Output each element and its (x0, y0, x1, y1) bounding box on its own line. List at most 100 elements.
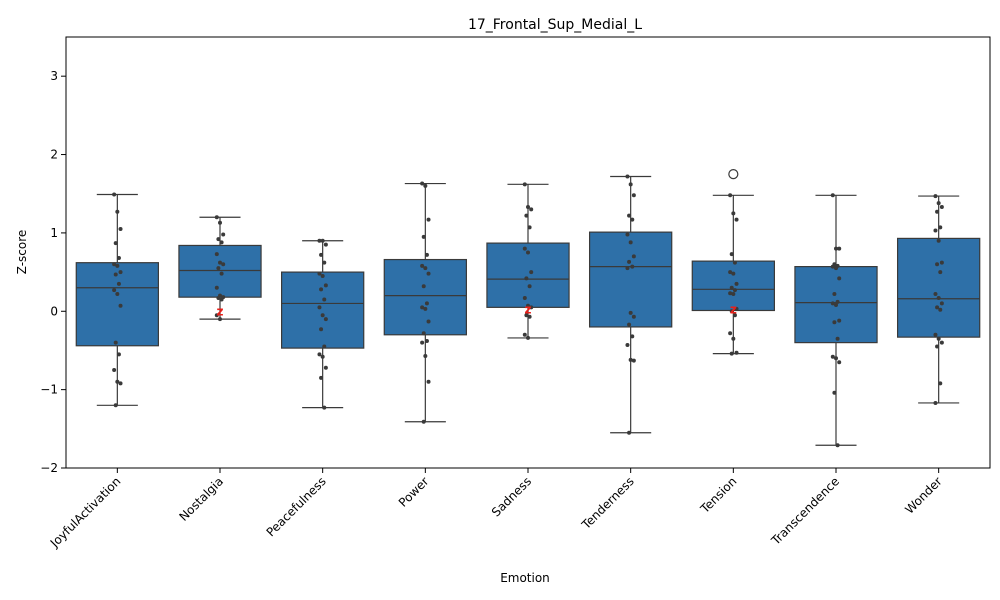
data-point (216, 237, 221, 242)
data-point (734, 306, 739, 311)
box-group-joyfulactivation (75, 192, 160, 408)
data-point (628, 240, 633, 245)
data-point (323, 242, 328, 247)
box-group-tension (691, 169, 775, 356)
data-point (426, 271, 431, 276)
data-point (522, 246, 527, 251)
outlier-marker (728, 169, 739, 180)
data-point (933, 194, 938, 199)
data-point (527, 284, 532, 289)
data-point (837, 246, 842, 251)
data-point (319, 375, 324, 380)
data-point (320, 313, 325, 318)
chart-title: 17_Frontal_Sup_Medial_L (468, 17, 642, 33)
x-axis-label: Emotion (500, 571, 550, 585)
data-point (116, 352, 121, 357)
data-point (834, 246, 838, 251)
data-point (625, 232, 630, 237)
data-point (219, 297, 224, 302)
data-point (728, 270, 733, 275)
data-point (322, 344, 327, 349)
data-point (732, 288, 737, 293)
y-axis-label: Z-score (15, 230, 29, 275)
data-point (112, 288, 117, 293)
data-point (734, 350, 739, 355)
data-point (935, 262, 940, 267)
data-point (731, 211, 736, 216)
data-point (426, 379, 431, 384)
box-group-nostalgia (178, 215, 262, 322)
data-point (933, 292, 938, 297)
data-point (628, 182, 633, 187)
data-point (627, 259, 632, 264)
data-point (936, 336, 941, 341)
y-axis: −2 −1 0 1 2 3 (40, 69, 66, 475)
data-point (421, 284, 426, 289)
data-point (424, 252, 429, 257)
data-point (527, 225, 532, 230)
data-point (627, 322, 632, 327)
data-point (731, 271, 736, 276)
data-point (832, 390, 837, 395)
data-point (529, 270, 534, 275)
data-point (939, 205, 944, 210)
data-point (631, 358, 636, 363)
data-point (115, 209, 120, 214)
y-tick-label: −2 (40, 461, 58, 475)
data-point (526, 205, 530, 210)
data-point (835, 299, 840, 304)
box-iqr (75, 262, 160, 347)
data-point (832, 292, 837, 297)
data-point (526, 250, 530, 255)
data-point (320, 354, 325, 359)
data-point (113, 340, 118, 345)
data-point (424, 339, 429, 344)
data-point (420, 263, 425, 268)
box-iqr (178, 244, 262, 298)
data-point (529, 207, 534, 212)
data-point (729, 351, 734, 356)
data-point (524, 276, 529, 281)
data-point (837, 360, 842, 365)
data-point (319, 327, 324, 332)
data-point (936, 238, 941, 243)
data-point (118, 226, 123, 231)
data-point (118, 270, 123, 275)
data-point (936, 201, 941, 206)
y-tick-label: 3 (50, 69, 58, 83)
data-point (317, 238, 322, 243)
data-point (939, 301, 944, 306)
data-point (113, 241, 118, 246)
data-point (219, 271, 224, 276)
data-point (214, 285, 219, 290)
data-point (830, 193, 835, 198)
data-point (935, 209, 940, 214)
data-point (834, 266, 838, 271)
data-point (420, 305, 425, 310)
box-group-peacefulness (281, 238, 365, 410)
annotation-marker: z (525, 303, 532, 317)
data-point (522, 295, 527, 300)
data-point (830, 264, 835, 269)
data-point (732, 313, 737, 318)
data-point (423, 266, 428, 271)
data-point (728, 331, 733, 336)
data-point (118, 381, 123, 386)
data-point (216, 266, 221, 271)
y-tick-label: 0 (50, 304, 58, 318)
data-point (522, 332, 527, 337)
data-point (426, 319, 431, 324)
data-point (625, 266, 630, 271)
data-point (319, 287, 324, 292)
y-tick-label: 1 (50, 226, 58, 240)
data-point (320, 238, 325, 243)
box-iqr (281, 271, 365, 349)
data-point (524, 213, 529, 218)
data-point (939, 260, 944, 265)
data-point (112, 262, 117, 267)
data-point (115, 292, 120, 297)
data-point (214, 313, 219, 318)
data-point (935, 305, 940, 310)
data-point (830, 301, 835, 306)
data-point (526, 335, 530, 340)
